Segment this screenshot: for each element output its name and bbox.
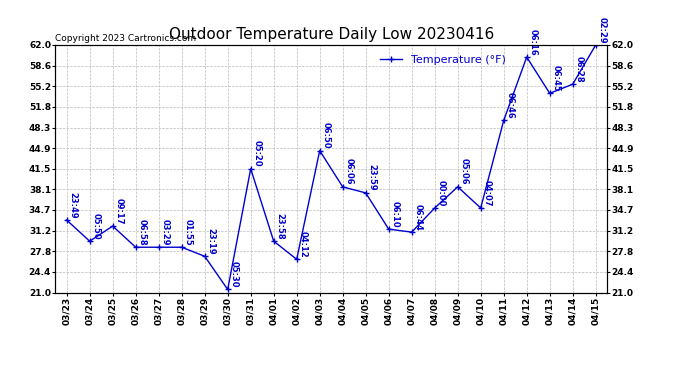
Text: 06:46: 06:46 bbox=[506, 92, 515, 118]
Text: 06:45: 06:45 bbox=[551, 65, 560, 92]
Text: 05:06: 05:06 bbox=[460, 158, 469, 185]
Legend: Temperature (°F): Temperature (°F) bbox=[375, 51, 511, 69]
Text: 23:59: 23:59 bbox=[368, 165, 377, 191]
Text: 06:10: 06:10 bbox=[391, 201, 400, 227]
Text: 23:49: 23:49 bbox=[68, 192, 77, 218]
Text: Copyright 2023 Cartronics.com: Copyright 2023 Cartronics.com bbox=[55, 33, 197, 42]
Text: 05:30: 05:30 bbox=[230, 261, 239, 288]
Text: 06:16: 06:16 bbox=[529, 28, 538, 55]
Text: 05:20: 05:20 bbox=[253, 140, 262, 167]
Text: 09:17: 09:17 bbox=[115, 198, 124, 224]
Text: 06:58: 06:58 bbox=[137, 219, 146, 245]
Text: 03:29: 03:29 bbox=[161, 219, 170, 245]
Text: 23:58: 23:58 bbox=[275, 213, 284, 239]
Text: 05:50: 05:50 bbox=[92, 213, 101, 239]
Text: 06:28: 06:28 bbox=[575, 56, 584, 82]
Title: Outdoor Temperature Daily Low 20230416: Outdoor Temperature Daily Low 20230416 bbox=[168, 27, 494, 42]
Text: 00:00: 00:00 bbox=[437, 180, 446, 206]
Text: 02:29: 02:29 bbox=[598, 16, 607, 43]
Text: 04:07: 04:07 bbox=[482, 180, 491, 206]
Text: 23:19: 23:19 bbox=[206, 228, 215, 255]
Text: 06:06: 06:06 bbox=[344, 158, 353, 185]
Text: 04:12: 04:12 bbox=[299, 231, 308, 258]
Text: 06:50: 06:50 bbox=[322, 122, 331, 149]
Text: 01:55: 01:55 bbox=[184, 219, 193, 245]
Text: 06:44: 06:44 bbox=[413, 204, 422, 230]
